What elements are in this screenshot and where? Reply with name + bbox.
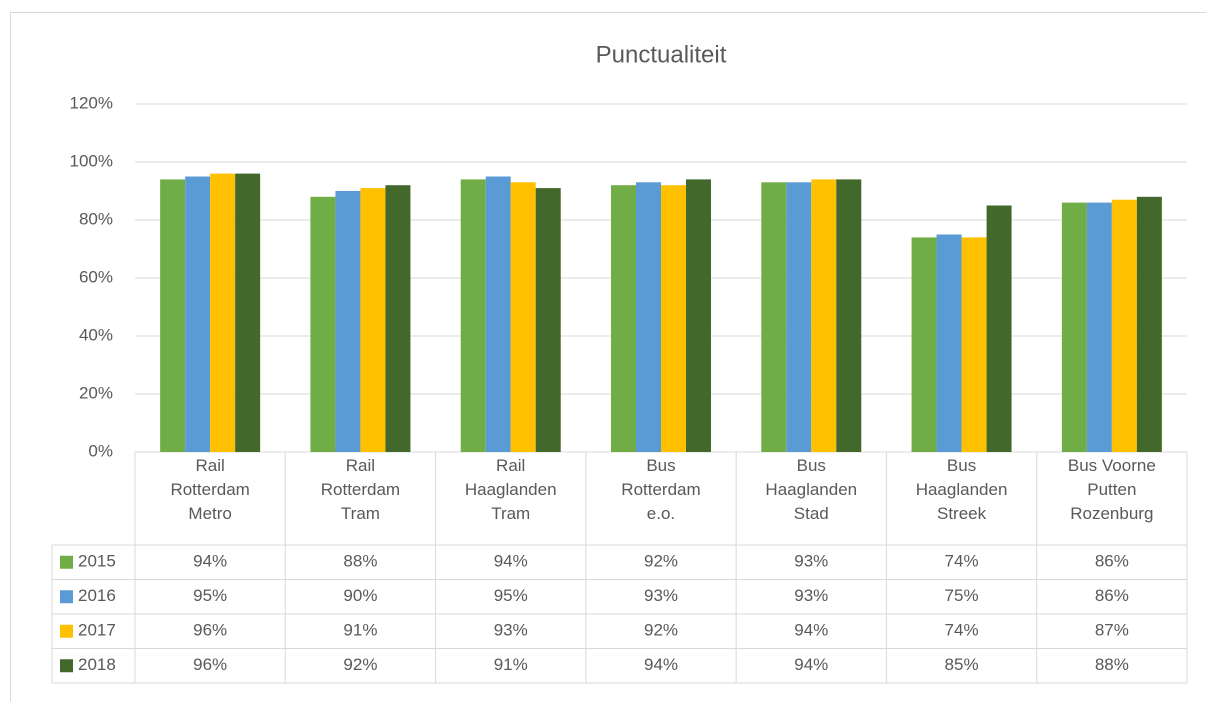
y-tick-label: 60% <box>79 267 113 286</box>
chart-border <box>10 12 1206 702</box>
data-label: 95% <box>494 586 528 605</box>
bar <box>811 179 837 452</box>
data-label: 74% <box>945 621 979 640</box>
legend-label: 2016 <box>78 586 116 605</box>
legend-swatch <box>60 659 73 673</box>
data-label: 93% <box>794 552 828 571</box>
bar <box>836 179 862 452</box>
bar <box>911 237 937 452</box>
data-label: 92% <box>644 552 678 571</box>
data-label: 93% <box>644 586 678 605</box>
bar <box>310 196 336 452</box>
y-tick-label: 0% <box>88 441 113 460</box>
data-label: 94% <box>494 552 528 571</box>
bar <box>460 179 486 452</box>
data-label: 96% <box>193 655 227 674</box>
data-label: 88% <box>1095 655 1129 674</box>
category-label: Bus Rotterdam e.o. <box>621 456 701 523</box>
data-label: 87% <box>1095 621 1129 640</box>
bar <box>360 188 386 452</box>
bar <box>385 185 411 452</box>
bar <box>986 205 1012 452</box>
category-label: Rail Rotterdam Metro <box>170 456 250 523</box>
bar <box>1111 199 1137 452</box>
category-label: Rail Haaglanden Tram <box>464 456 557 523</box>
legend-label: 2015 <box>78 552 116 571</box>
bar <box>636 182 661 453</box>
bar <box>686 179 711 452</box>
data-label: 86% <box>1095 552 1129 571</box>
legend-label: 2018 <box>78 655 116 674</box>
bar <box>535 188 561 452</box>
bar <box>485 176 511 452</box>
category-label: Bus Voorne Putten Rozenburg <box>1067 456 1156 523</box>
data-label: 95% <box>193 586 227 605</box>
legend-swatch <box>60 590 73 604</box>
data-label: 91% <box>494 655 528 674</box>
data-label: 92% <box>644 621 678 640</box>
data-label: 94% <box>794 621 828 640</box>
data-label: 85% <box>945 655 979 674</box>
data-label: 92% <box>343 655 377 674</box>
legend-swatch <box>60 624 73 638</box>
data-label: 91% <box>343 621 377 640</box>
y-tick-label: 80% <box>79 209 113 228</box>
bar <box>961 237 987 452</box>
bar <box>786 182 812 453</box>
bar <box>335 191 361 452</box>
bar <box>185 176 211 452</box>
data-label: 75% <box>945 586 979 605</box>
data-label: 94% <box>193 552 227 571</box>
y-tick-label: 40% <box>79 325 113 344</box>
bar <box>1086 202 1112 452</box>
legend-swatch <box>60 555 73 569</box>
data-label: 93% <box>794 586 828 605</box>
bar <box>1136 196 1162 452</box>
data-label: 86% <box>1095 586 1129 605</box>
bar <box>761 182 787 453</box>
chart-title: Punctualiteit <box>596 41 727 68</box>
data-label: 74% <box>945 552 979 571</box>
data-label: 94% <box>644 655 678 674</box>
data-label: 90% <box>343 586 377 605</box>
y-tick-label: 120% <box>70 93 113 112</box>
bar <box>160 179 186 452</box>
bar <box>210 173 236 452</box>
data-label: 96% <box>193 621 227 640</box>
bar <box>611 185 636 452</box>
category-label: Bus Haaglanden Streek <box>915 456 1008 523</box>
y-tick-label: 100% <box>70 151 113 170</box>
bar <box>936 234 962 452</box>
data-label: 93% <box>494 621 528 640</box>
bar <box>661 185 686 452</box>
category-label: Rail Rotterdam Tram <box>320 456 401 523</box>
legend-label: 2017 <box>78 621 116 640</box>
bar <box>235 173 261 452</box>
data-label: 94% <box>794 655 828 674</box>
category-label: Bus Haaglanden Stad <box>765 456 858 523</box>
y-tick-label: 20% <box>79 383 113 402</box>
data-label: 88% <box>343 552 377 571</box>
bar <box>510 182 536 453</box>
bar <box>1061 202 1087 452</box>
